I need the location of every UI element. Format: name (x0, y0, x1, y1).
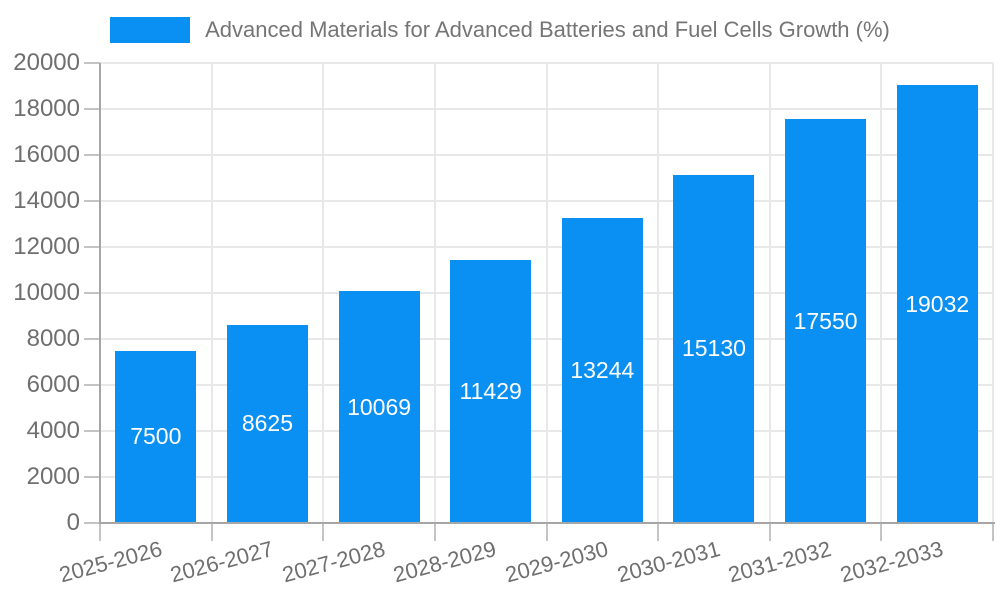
y-tick-label: 18000 (13, 95, 80, 122)
x-gridline (880, 63, 883, 523)
y-tick-label: 10000 (13, 279, 80, 306)
x-tick (545, 523, 548, 541)
y-tick-label: 16000 (13, 141, 80, 168)
bar[interactable]: 15130 (673, 175, 755, 523)
x-tick-label: 2028-2029 (391, 536, 500, 588)
x-tick-label: 2029-2030 (502, 536, 611, 588)
x-tick-label: 2026-2027 (167, 536, 276, 588)
x-tick (322, 523, 325, 541)
y-tick (84, 108, 100, 110)
y-tick (84, 292, 100, 294)
y-tick-label: 6000 (26, 371, 80, 398)
x-tick (210, 523, 213, 541)
bar-value-label: 15130 (681, 335, 746, 362)
x-tick (768, 523, 771, 541)
y-tick (84, 476, 100, 478)
bar-value-label: 8625 (241, 410, 294, 437)
x-gridline (322, 63, 325, 523)
bar[interactable]: 8625 (226, 324, 308, 523)
legend[interactable]: Advanced Materials for Advanced Batterie… (0, 17, 1000, 43)
bar[interactable]: 11429 (450, 260, 532, 523)
y-tick (84, 384, 100, 386)
x-tick-label: 2031-2032 (725, 536, 835, 588)
x-gridline (768, 63, 771, 523)
y-tick-label: 4000 (26, 417, 80, 444)
x-gridline (657, 63, 660, 523)
bar[interactable]: 7500 (115, 350, 197, 523)
bar[interactable]: 10069 (338, 291, 420, 523)
x-tick (433, 523, 436, 541)
x-gridline (210, 63, 213, 523)
x-tick (657, 523, 660, 541)
y-tick (84, 200, 100, 202)
x-tick-label: 2025-2026 (56, 536, 165, 588)
y-tick (84, 62, 100, 64)
y-tick-label: 20000 (13, 49, 80, 76)
x-gridline (992, 63, 994, 523)
y-tick (84, 338, 100, 340)
y-tick-label: 2000 (26, 463, 80, 490)
bar-value-label: 10069 (347, 393, 412, 420)
x-gridline (433, 63, 436, 523)
bar[interactable]: 13244 (561, 218, 643, 523)
x-tick-label: 2027-2028 (279, 536, 388, 588)
bar-value-label: 7500 (130, 423, 182, 450)
x-tick-label: 2032-2033 (837, 536, 946, 588)
x-tick (880, 523, 883, 541)
y-tick (84, 430, 100, 432)
y-tick-label: 0 (66, 509, 80, 536)
bar[interactable]: 17550 (785, 119, 867, 523)
y-tick (84, 154, 100, 156)
y-tick (84, 246, 100, 248)
bar[interactable]: 19032 (896, 85, 978, 523)
legend-label: Advanced Materials for Advanced Batterie… (205, 17, 890, 42)
x-tick-label: 2030-2031 (614, 536, 723, 588)
y-tick (84, 522, 100, 524)
x-gridline (545, 63, 548, 523)
bar-value-label: 11429 (459, 378, 522, 405)
legend-swatch (110, 17, 191, 43)
y-axis-line (99, 63, 101, 524)
y-tick-label: 8000 (26, 325, 80, 352)
bar-value-label: 19032 (905, 290, 970, 317)
bar-value-label: 17550 (793, 307, 858, 334)
y-tick-label: 12000 (13, 233, 80, 260)
bar-value-label: 13244 (570, 357, 635, 384)
y-tick-label: 14000 (13, 187, 80, 214)
x-tick (99, 523, 101, 541)
x-axis-line (99, 522, 995, 524)
x-tick (992, 523, 994, 541)
